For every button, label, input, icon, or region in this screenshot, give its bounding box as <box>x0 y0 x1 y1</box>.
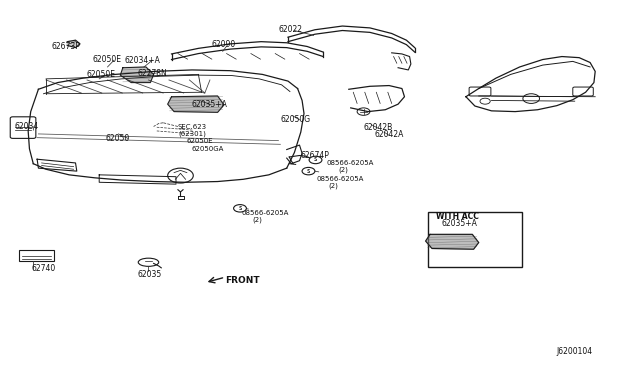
Bar <box>19 250 54 261</box>
Text: S: S <box>314 157 317 163</box>
Text: 62050G: 62050G <box>280 115 310 124</box>
Text: 62042A: 62042A <box>374 130 404 139</box>
Text: FRONT: FRONT <box>225 276 260 285</box>
Text: (2): (2) <box>328 182 338 189</box>
Circle shape <box>309 156 322 164</box>
Circle shape <box>234 205 246 212</box>
Circle shape <box>302 167 315 175</box>
Text: S: S <box>307 169 310 174</box>
Text: S: S <box>238 206 242 211</box>
Polygon shape <box>426 234 479 249</box>
Bar <box>428 212 522 267</box>
Text: 62050E: 62050E <box>86 70 115 79</box>
Text: 62050E: 62050E <box>93 55 122 64</box>
Text: 08566-6205A: 08566-6205A <box>317 176 364 182</box>
Text: 62050: 62050 <box>106 134 130 143</box>
Polygon shape <box>120 67 154 83</box>
Text: 62673P: 62673P <box>51 42 80 51</box>
Text: 62674P: 62674P <box>301 151 330 160</box>
Text: 62740: 62740 <box>32 264 56 273</box>
Text: 62050E: 62050E <box>187 138 214 144</box>
Text: 62034+A: 62034+A <box>125 56 161 65</box>
Polygon shape <box>168 96 224 112</box>
Text: 62042B: 62042B <box>364 123 393 132</box>
Text: 62035: 62035 <box>138 270 162 279</box>
Text: 08566-6205A: 08566-6205A <box>326 160 374 166</box>
Text: (2): (2) <box>253 216 262 223</box>
Polygon shape <box>67 40 80 48</box>
Text: J6200104: J6200104 <box>557 347 593 356</box>
Text: 08566-6205A: 08566-6205A <box>242 210 289 216</box>
Text: 62090: 62090 <box>211 40 236 49</box>
Text: 62050GA: 62050GA <box>192 146 225 152</box>
Text: (62301): (62301) <box>178 131 206 137</box>
Text: 62034: 62034 <box>14 122 38 131</box>
Text: 62035+A: 62035+A <box>192 100 228 109</box>
Text: 62035+A: 62035+A <box>442 219 477 228</box>
Text: SEC.623: SEC.623 <box>178 124 207 130</box>
Text: (2): (2) <box>338 166 348 173</box>
Text: 62278N: 62278N <box>138 69 167 78</box>
Text: 62022: 62022 <box>278 25 302 34</box>
Text: WITH ACC: WITH ACC <box>436 212 479 221</box>
